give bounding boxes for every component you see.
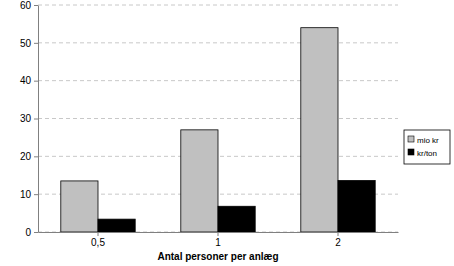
bar (181, 130, 218, 232)
x-tick-mark (218, 232, 219, 236)
legend-item: kr/ton (408, 149, 437, 158)
y-tick-label: 50 (20, 38, 32, 49)
y-axis: 0 10 20 30 40 50 60 (20, 0, 39, 238)
y-tick-mark (34, 194, 38, 195)
x-tick-mark (338, 232, 339, 236)
bars (61, 28, 375, 232)
y-tick-label: 40 (20, 75, 32, 86)
chart: 0 10 20 30 40 50 60 0,5 1 2 Antal personer per anl… (0, 0, 454, 266)
y-tick-mark (34, 119, 38, 120)
bar (98, 219, 135, 232)
x-tick: 1 (215, 232, 221, 248)
legend-frame (404, 130, 450, 164)
grid-line (38, 80, 398, 81)
y-tick-mark (34, 232, 38, 233)
y-tick-label: 60 (20, 0, 32, 11)
bar (218, 206, 255, 232)
x-tick: 2 (335, 232, 341, 248)
y-tick: 0 (25, 227, 38, 238)
bar (301, 28, 338, 232)
x-tick-label: 2 (335, 237, 341, 248)
y-tick: 10 (20, 189, 38, 200)
plot: 0 10 20 30 40 50 60 0,5 1 2 (20, 0, 399, 248)
y-tick-label: 0 (25, 227, 31, 238)
x-tick-mark (98, 232, 99, 236)
y-tick-label: 20 (20, 151, 32, 162)
y-tick: 40 (20, 75, 38, 86)
y-tick: 50 (20, 38, 38, 49)
y-tick-label: 30 (20, 113, 32, 124)
legend-label: mio kr (417, 136, 439, 145)
legend-swatch (408, 136, 414, 142)
grid-line (38, 5, 398, 6)
y-tick-mark (34, 5, 38, 6)
legend-label: kr/ton (417, 149, 437, 158)
grid (38, 5, 398, 232)
legend-swatch (408, 149, 414, 155)
y-tick-mark (34, 156, 38, 157)
y-tick: 30 (20, 113, 38, 124)
legend-item: mio kr (408, 136, 439, 145)
y-tick-mark (34, 81, 38, 82)
y-tick: 20 (20, 151, 38, 162)
grid-line (38, 118, 398, 119)
bar (338, 181, 375, 232)
legend: mio kr kr/ton (404, 130, 450, 164)
x-tick: 0,5 (91, 232, 105, 248)
y-tick-mark (34, 43, 38, 44)
x-tick-label: 0,5 (91, 237, 105, 248)
y-tick: 60 (20, 0, 38, 11)
x-tick-label: 1 (215, 237, 221, 248)
y-tick-label: 10 (20, 189, 32, 200)
grid-line (38, 42, 398, 43)
y-axis-line (38, 6, 39, 233)
x-axis-title: Antal personer per anlæg (157, 251, 278, 262)
x-axis: 0,5 1 2 (39, 232, 399, 248)
bar (61, 181, 98, 232)
